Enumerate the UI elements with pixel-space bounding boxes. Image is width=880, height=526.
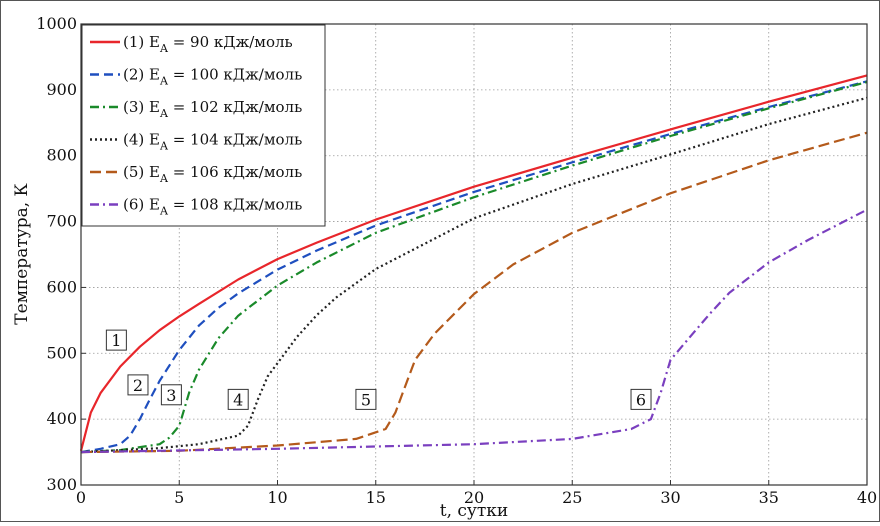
x-tick-label: 15 bbox=[366, 488, 386, 507]
y-tick-label: 900 bbox=[46, 80, 77, 99]
curve-label-6: 6 bbox=[636, 390, 646, 409]
legend: (1) EA = 90 кДж/моль (2) EA = 100 кДж/мол… bbox=[81, 24, 326, 227]
y-tick-label: 800 bbox=[46, 146, 77, 165]
series-line-6 bbox=[80, 208, 868, 454]
legend-label-1: (1) EA = 90 кДж/моль bbox=[123, 33, 293, 55]
legend-label-5: (5) EA = 106 кДж/моль bbox=[123, 163, 302, 185]
curve-label-1: 1 bbox=[111, 331, 121, 350]
x-tick-label: 0 bbox=[76, 488, 86, 507]
curve-label-box-1 bbox=[105, 329, 127, 351]
y-tick-label: 1000 bbox=[36, 14, 77, 33]
curve-label-box-2 bbox=[127, 374, 149, 396]
x-tick-label: 35 bbox=[759, 488, 779, 507]
y-tick-label: 600 bbox=[46, 277, 77, 296]
curve-labels: 1 2 3 4 5 6 bbox=[105, 329, 652, 410]
x-tick-label: 30 bbox=[660, 488, 680, 507]
y-tick-label: 400 bbox=[46, 409, 77, 428]
legend-label-4: (4) EA = 104 кДж/моль bbox=[123, 131, 302, 153]
curve-label-3: 3 bbox=[166, 386, 176, 405]
axis-ticks: 0 5 10 15 20 25 30 35 40300400500600700800900100… bbox=[36, 14, 877, 507]
legend-label-2: (2) EA = 100 кДж/моль bbox=[123, 66, 302, 88]
curve-label-box-4 bbox=[227, 388, 249, 410]
x-tick-label: 10 bbox=[267, 488, 287, 507]
series-line-5 bbox=[80, 131, 868, 454]
y-tick-label: 500 bbox=[46, 343, 77, 362]
y-axis-label: Температура, К bbox=[12, 183, 32, 324]
y-tick-label: 300 bbox=[46, 475, 77, 494]
legend-label-3: (3) EA = 102 кДж/моль bbox=[123, 98, 302, 120]
series-line-1 bbox=[79, 74, 868, 452]
grid-lines bbox=[81, 24, 867, 485]
curve-label-4: 4 bbox=[233, 390, 243, 409]
x-axis-label: t, сутки bbox=[440, 501, 509, 521]
series-line-2 bbox=[80, 80, 868, 454]
curve-label-5: 5 bbox=[361, 390, 371, 409]
y-tick-label: 700 bbox=[46, 212, 77, 231]
series-line-3 bbox=[80, 80, 868, 454]
series-lines bbox=[79, 74, 868, 454]
curve-label-box-3 bbox=[160, 384, 182, 406]
legend-box bbox=[81, 24, 326, 227]
legend-label-6: (6) EA = 108 кДж/моль bbox=[123, 196, 302, 218]
x-tick-label: 40 bbox=[857, 488, 877, 507]
series-line-4 bbox=[80, 96, 868, 454]
curve-label-2: 2 bbox=[133, 376, 143, 395]
x-tick-label: 25 bbox=[562, 488, 582, 507]
x-tick-label: 5 bbox=[174, 488, 184, 507]
curve-label-box-5 bbox=[355, 388, 377, 410]
curve-label-box-6 bbox=[630, 388, 652, 410]
x-tick-label: 20 bbox=[464, 488, 484, 507]
